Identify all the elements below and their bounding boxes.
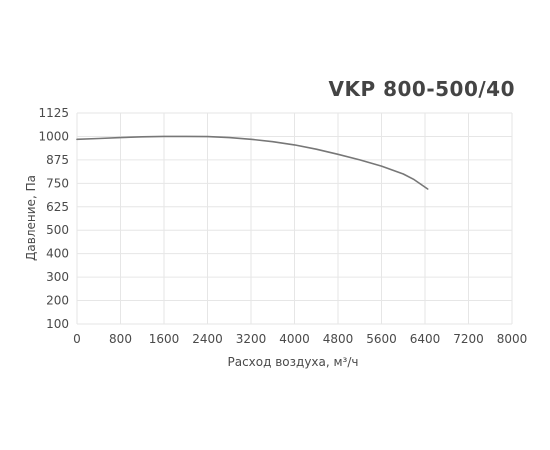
- x-tick-label: 3200: [236, 332, 267, 346]
- chart-title: VKP 800-500/40: [328, 77, 515, 101]
- x-tick-label: 4800: [323, 332, 354, 346]
- x-tick-label: 1600: [149, 332, 180, 346]
- x-tick-label: 7200: [453, 332, 484, 346]
- x-axis-ticks: 0 800 1600 2400 3200 4000 4800 5600 6400 7200 8000: [73, 332, 527, 346]
- y-tick-label: 500: [46, 223, 69, 237]
- y-tick-label: 100: [46, 317, 69, 331]
- x-tick-label: 800: [109, 332, 132, 346]
- x-tick-label: 8000: [497, 332, 528, 346]
- x-tick-label: 4000: [279, 332, 310, 346]
- y-tick-label: 200: [46, 294, 69, 308]
- x-axis-label: Расход воздуха, м³/ч: [227, 355, 358, 369]
- y-tick-label: 300: [46, 270, 69, 284]
- series-line-0: [76, 135, 429, 190]
- y-tick-label: 875: [46, 153, 69, 167]
- series-group: [76, 135, 429, 190]
- x-tick-label: 2400: [192, 332, 223, 346]
- x-tick-label: 5600: [366, 332, 397, 346]
- y-axis-ticks: 100 200 300 400 500 625 750 875 1000 1125: [38, 106, 69, 331]
- y-tick-label: 625: [46, 200, 69, 214]
- y-tick-label: 750: [46, 176, 69, 190]
- x-tick-label: 0: [73, 332, 81, 346]
- y-tick-label: 1125: [38, 106, 69, 120]
- y-tick-label: 400: [46, 247, 69, 261]
- x-tick-label: 6400: [410, 332, 441, 346]
- y-axis-label: Давление, Па: [24, 175, 38, 261]
- grid: [76, 112, 513, 325]
- y-tick-label: 1000: [38, 129, 69, 143]
